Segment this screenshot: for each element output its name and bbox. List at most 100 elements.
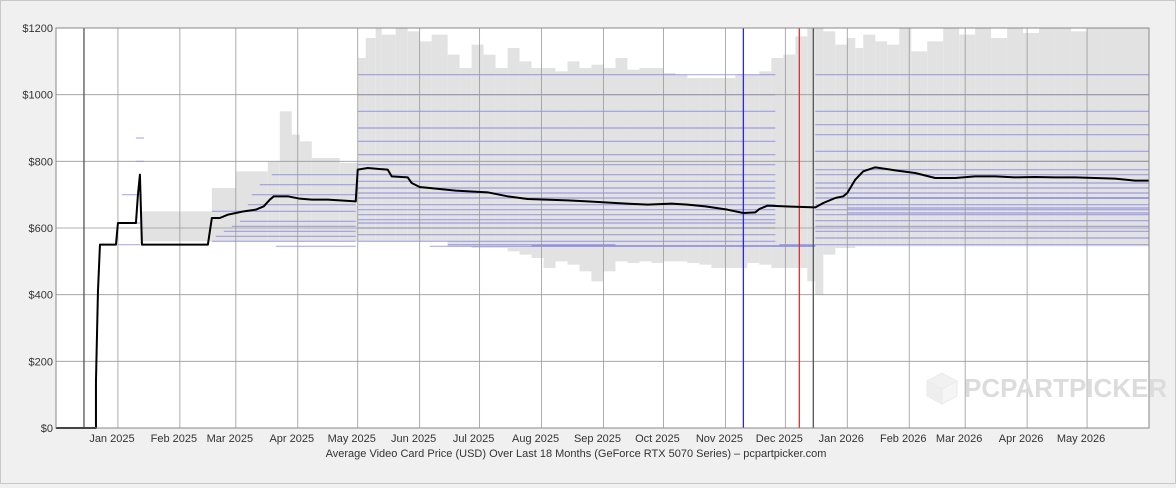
x-tick-label: Mar 2025 <box>207 433 253 445</box>
price-range-segment <box>459 68 472 247</box>
price-range-segment <box>747 74 760 264</box>
price-range-segment <box>651 68 664 263</box>
watermark: PCPARTPICKER <box>925 372 1167 405</box>
plot-border <box>55 27 1150 429</box>
price-range-segment <box>375 28 382 242</box>
price-range-segment <box>723 78 736 268</box>
price-range-segment <box>795 36 808 269</box>
price-range-segment <box>823 31 836 255</box>
price-range-segment <box>663 73 676 262</box>
price-range-segment <box>407 31 420 242</box>
gridlines <box>55 27 1150 429</box>
y-tick-label: $0 <box>41 423 53 435</box>
price-range-segment <box>1007 28 1024 247</box>
marker-lines <box>83 28 814 428</box>
price-range-segment <box>519 61 532 255</box>
x-tick-label: Nov 2025 <box>696 433 743 445</box>
price-range-segment <box>419 41 432 242</box>
price-range-segment <box>1135 28 1149 247</box>
price-range-segment <box>675 74 688 262</box>
price-range-segment <box>1039 28 1056 247</box>
price-range-segment <box>927 41 944 247</box>
price-range-segment <box>471 44 484 248</box>
price-range-segment <box>299 141 312 242</box>
x-tick-label: Apr 2026 <box>999 433 1044 445</box>
price-range-segment <box>943 28 960 247</box>
price-range-segment <box>267 161 280 242</box>
price-range-segment <box>887 44 900 247</box>
price-range-segment <box>759 71 772 265</box>
price-range-segment <box>975 28 992 247</box>
y-tick-label: $400 <box>29 290 53 302</box>
price-range-segment <box>603 68 616 272</box>
price-range-segment <box>567 61 580 265</box>
price-range-segment <box>1119 28 1136 247</box>
price-range-segment <box>395 28 408 242</box>
price-range-segment <box>959 34 976 247</box>
price-range-segment <box>291 134 300 242</box>
price-range-segment <box>699 78 712 265</box>
x-tick-label: Feb 2025 <box>151 433 197 445</box>
price-range-segment <box>991 38 1008 247</box>
price-range-segment <box>1103 28 1120 247</box>
x-tick-label: Jul 2025 <box>453 433 495 445</box>
price-range-segment <box>711 78 724 268</box>
y-tick-label: $1200 <box>22 23 53 35</box>
y-tick-label: $1000 <box>22 90 53 102</box>
price-range-segment <box>863 34 876 247</box>
price-range-segment <box>735 74 748 269</box>
price-range-segment <box>495 68 508 248</box>
x-tick-label: Mar 2026 <box>936 433 982 445</box>
x-tick-label: Dec 2025 <box>756 433 803 445</box>
price-range-segment <box>141 211 212 242</box>
x-tick-label: Feb 2026 <box>880 433 926 445</box>
price-range-segment <box>365 38 376 242</box>
x-tick-label: Sep 2025 <box>574 433 621 445</box>
price-range-segment <box>483 54 496 248</box>
x-tick-label: Oct 2025 <box>635 433 680 445</box>
price-range-segment <box>591 64 604 282</box>
price-range-segment <box>381 34 396 242</box>
watermark-text: PCPARTPICKER <box>964 373 1167 403</box>
price-range-segment <box>339 163 358 242</box>
x-tick-label: Jan 2025 <box>89 433 134 445</box>
price-range-segment <box>627 69 640 264</box>
price-range-segment <box>447 54 460 247</box>
price-range-segment <box>875 41 888 247</box>
chart-caption: Average Video Card Price (USD) Over Last… <box>326 448 827 460</box>
x-tick-label: Apr 2025 <box>269 433 314 445</box>
x-axis-labels: Jan 2025 Feb 2025 Mar 2025 Apr 2025 May 2025… <box>89 433 1105 445</box>
price-range-segment <box>855 48 864 247</box>
price-range-segment <box>507 48 520 252</box>
price-range-segment <box>555 71 568 262</box>
x-tick-label: Jan 2026 <box>819 433 864 445</box>
price-range-segment <box>279 111 292 242</box>
price-range-segment <box>835 44 848 248</box>
x-tick-label: Aug 2025 <box>512 433 559 445</box>
y-axis-labels: $0 $200 $400 $600 $800 $1000 $1200 <box>22 23 53 435</box>
price-range-segment <box>911 51 928 247</box>
price-range-segment <box>687 78 700 263</box>
x-tick-label: Jun 2025 <box>391 433 436 445</box>
price-range-segment <box>1087 28 1104 247</box>
y-tick-label: $800 <box>29 156 53 168</box>
price-range-segment <box>543 68 556 268</box>
price-range-segment <box>531 68 544 258</box>
y-tick-label: $600 <box>29 223 53 235</box>
price-range-segment <box>1071 31 1088 247</box>
price-range-segment <box>807 28 816 282</box>
price-range-segment <box>771 58 784 268</box>
price-range-segment <box>579 68 592 272</box>
price-range-segment <box>431 34 448 242</box>
price-range-segment <box>615 58 628 262</box>
average-price-line <box>56 166 1149 429</box>
price-range-segment <box>847 38 856 248</box>
x-tick-label: May 2025 <box>328 433 376 445</box>
price-range-segment <box>357 58 366 242</box>
price-range-segment <box>1055 28 1072 247</box>
pcpartpicker-logo-icon <box>925 372 959 405</box>
y-tick-label: $200 <box>29 356 53 368</box>
x-tick-label: May 2026 <box>1057 433 1105 445</box>
